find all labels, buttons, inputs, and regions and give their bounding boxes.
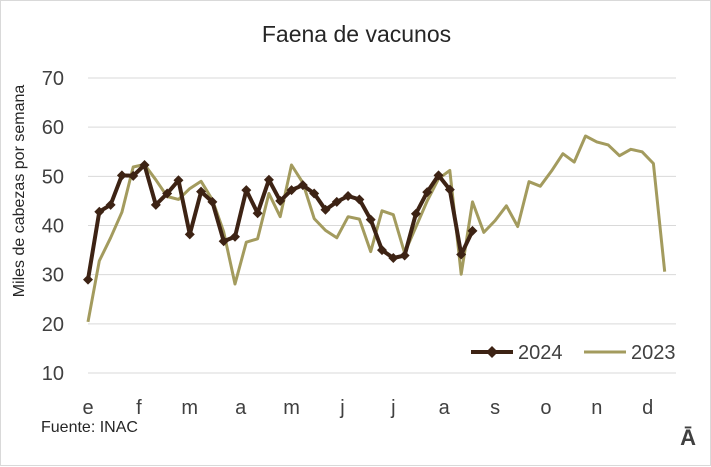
y-tick-label: 20 bbox=[42, 314, 64, 336]
x-tick-label: a bbox=[235, 397, 247, 419]
data-point-2024 bbox=[343, 191, 354, 201]
source-note: Fuente: INAC bbox=[41, 419, 138, 436]
y-tick-labels: 10 20 30 40 50 60 70 bbox=[42, 68, 64, 385]
data-point-2024 bbox=[297, 180, 308, 191]
data-point-2024 bbox=[275, 195, 286, 206]
data-point-2024 bbox=[207, 196, 218, 207]
x-tick-label: f bbox=[136, 397, 142, 419]
data-point-2024 bbox=[263, 174, 274, 185]
series-line-2023 bbox=[86, 134, 667, 323]
data-point-2024 bbox=[139, 160, 150, 171]
x-tick-label: s bbox=[490, 397, 500, 419]
data-point-2024 bbox=[241, 185, 252, 196]
data-point-2024 bbox=[116, 170, 127, 181]
y-tick-label: 50 bbox=[42, 166, 64, 188]
legend: 2024 2023 bbox=[471, 342, 676, 364]
data-point-2024 bbox=[286, 185, 297, 196]
data-point-2024 bbox=[377, 245, 387, 256]
chart-title: Faena de vacunos bbox=[261, 21, 452, 47]
y-tick-label: 60 bbox=[42, 117, 64, 139]
x-tick-label: a bbox=[439, 397, 451, 419]
data-point-2024 bbox=[230, 231, 240, 242]
data-point-2024 bbox=[422, 187, 433, 198]
data-point-2024 bbox=[467, 225, 478, 236]
data-point-2024 bbox=[150, 199, 161, 210]
data-point-2024 bbox=[173, 175, 184, 186]
data-point-2024 bbox=[162, 188, 173, 199]
data-point-2024 bbox=[83, 274, 93, 285]
brand-logo: Ā bbox=[680, 425, 696, 450]
x-tick-label: d bbox=[642, 397, 653, 419]
data-point-2024 bbox=[218, 236, 229, 247]
data-point-2024 bbox=[399, 250, 410, 261]
y-tick-label: 70 bbox=[42, 68, 64, 90]
data-point-2024 bbox=[94, 206, 105, 217]
data-point-2024 bbox=[388, 252, 399, 263]
legend-label-2024: 2024 bbox=[518, 342, 563, 364]
data-point-2024 bbox=[433, 170, 444, 181]
data-point-2024 bbox=[456, 249, 467, 260]
x-tick-label: j bbox=[339, 397, 344, 419]
series-lines bbox=[83, 134, 667, 323]
legend-marker-2024 bbox=[486, 346, 498, 358]
data-point-2024 bbox=[196, 186, 207, 197]
data-point-2024 bbox=[320, 204, 331, 215]
data-point-2024 bbox=[444, 184, 455, 195]
x-tick-label: o bbox=[540, 397, 551, 419]
x-tick-label: e bbox=[82, 397, 93, 419]
y-tick-label: 10 bbox=[42, 363, 64, 385]
data-point-2024 bbox=[354, 194, 365, 205]
x-tick-label: m bbox=[181, 397, 198, 419]
x-tick-label: j bbox=[390, 397, 395, 419]
data-point-2024 bbox=[184, 229, 195, 240]
x-tick-label: n bbox=[591, 397, 602, 419]
legend-label-2023: 2023 bbox=[631, 342, 676, 364]
data-point-2024 bbox=[252, 208, 263, 219]
data-point-2024 bbox=[309, 188, 320, 199]
y-tick-label: 40 bbox=[42, 216, 64, 238]
x-tick-label: m bbox=[283, 397, 300, 419]
data-point-2024 bbox=[365, 214, 376, 225]
series-line-2024 bbox=[86, 163, 475, 280]
y-tick-label: 30 bbox=[42, 265, 64, 287]
data-point-2024 bbox=[410, 208, 421, 219]
gridlines bbox=[88, 77, 676, 374]
data-point-2024 bbox=[128, 170, 139, 181]
data-point-2024 bbox=[331, 196, 342, 207]
data-point-2024 bbox=[105, 199, 116, 210]
